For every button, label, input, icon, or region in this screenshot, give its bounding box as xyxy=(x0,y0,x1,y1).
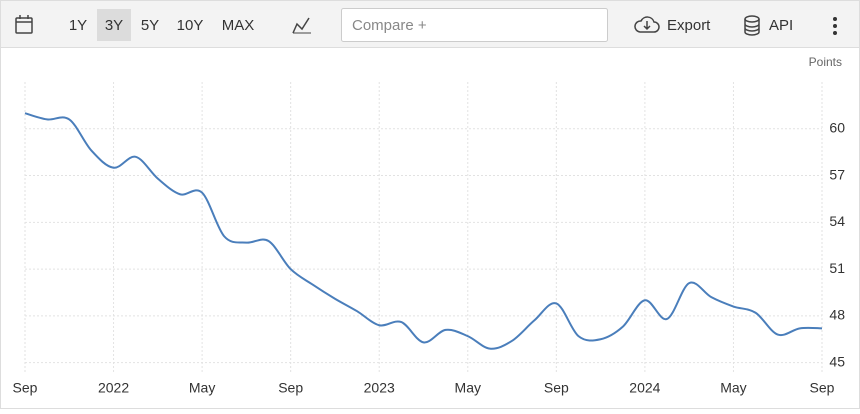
y-tick-label: 57 xyxy=(829,166,845,182)
x-tick-label: Sep xyxy=(810,380,835,396)
range-button[interactable]: 10Y xyxy=(177,17,204,34)
x-tick-label: Sep xyxy=(544,380,569,396)
data-line xyxy=(24,112,823,350)
range-button[interactable]: MAX xyxy=(222,17,255,34)
x-tick-label: May xyxy=(455,380,481,396)
api-button[interactable]: API xyxy=(769,17,793,34)
calendar-icon[interactable] xyxy=(15,15,33,34)
export-button[interactable]: Export xyxy=(667,17,711,34)
x-tick-label: Sep xyxy=(278,380,303,396)
chart-type-icon[interactable] xyxy=(292,17,310,34)
y-tick-label: 45 xyxy=(829,353,845,369)
x-tick-label: 2022 xyxy=(98,380,129,396)
compare-input[interactable] xyxy=(341,8,608,42)
unit-label: Points xyxy=(809,55,842,69)
x-tick-label: May xyxy=(720,380,746,396)
x-tick-label: 2024 xyxy=(629,380,660,396)
range-button[interactable]: 3Y xyxy=(105,17,123,34)
range-active-bg xyxy=(97,9,131,41)
x-tick-label: May xyxy=(189,380,215,396)
y-tick-label: 51 xyxy=(829,260,845,276)
menu-icon[interactable] xyxy=(833,17,837,35)
export-icon xyxy=(634,16,660,33)
y-tick-label: 60 xyxy=(829,119,845,135)
y-tick-label: 54 xyxy=(829,213,845,229)
compare-placeholder: Compare + xyxy=(352,17,427,34)
x-tick-label: 2023 xyxy=(364,380,395,396)
range-button[interactable]: 1Y xyxy=(69,17,87,34)
range-button[interactable]: 5Y xyxy=(141,17,159,34)
api-icon xyxy=(744,15,760,36)
y-tick-label: 48 xyxy=(829,307,845,323)
x-tick-label: Sep xyxy=(13,380,38,396)
